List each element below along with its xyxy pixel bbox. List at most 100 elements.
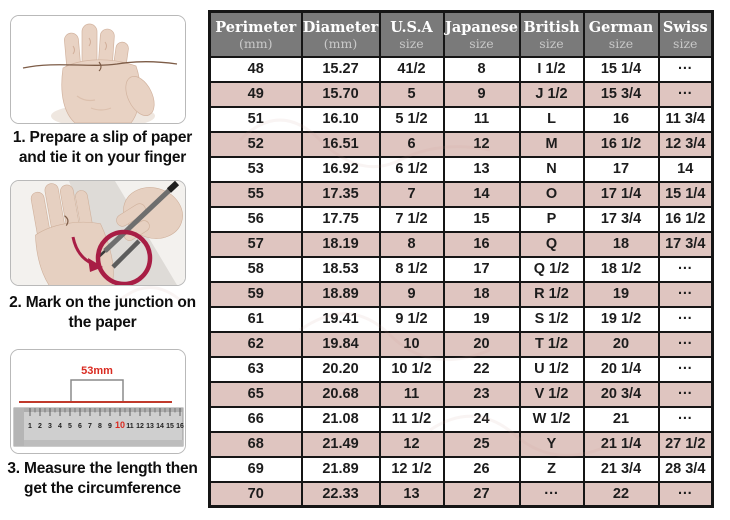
column-header-diameter: Diameter (mm) <box>300 10 381 58</box>
table-cell: 21.89 <box>300 455 381 483</box>
table-cell: 70 <box>208 480 303 508</box>
table-row: 52 16.51 6 12 M 16 1/2 12 3/4 <box>208 130 714 158</box>
table-cell: 61 <box>208 305 303 333</box>
table-cell: ··· <box>657 380 714 408</box>
table-cell: 28 3/4 <box>657 455 714 483</box>
table-cell: 53 <box>208 155 303 183</box>
svg-text:4: 4 <box>58 423 62 430</box>
column-header-usa: U.S.A size <box>378 10 445 58</box>
table-cell: ··· <box>518 480 585 508</box>
table-cell: ··· <box>657 330 714 358</box>
table-row: 51 16.10 5 1/2 11 L 16 11 3/4 <box>208 105 714 133</box>
table-cell: 18.53 <box>300 255 381 283</box>
table-cell: 8 <box>378 230 445 258</box>
table-cell: 22.33 <box>300 480 381 508</box>
measurement-bracket <box>70 379 124 402</box>
table-cell: Q 1/2 <box>518 255 585 283</box>
table-cell: M <box>518 130 585 158</box>
table-cell: 11 <box>442 105 521 133</box>
svg-text:15: 15 <box>166 423 174 430</box>
table-cell: 11 1/2 <box>378 405 445 433</box>
table-cell: 21.08 <box>300 405 381 433</box>
table-cell: 9 <box>378 280 445 308</box>
table-cell: ··· <box>657 280 714 308</box>
table-cell: 21 1/4 <box>582 430 660 458</box>
svg-text:5: 5 <box>68 423 72 430</box>
table-row: 63 20.20 10 1/2 22 U 1/2 20 1/4 ··· <box>208 355 714 383</box>
table-cell: 15.27 <box>300 55 381 83</box>
table-cell: 51 <box>208 105 303 133</box>
table-cell: 22 <box>582 480 660 508</box>
table-row: 62 19.84 10 20 T 1/2 20 ··· <box>208 330 714 358</box>
table-row: 68 21.49 12 25 Y 21 1/4 27 1/2 <box>208 430 714 458</box>
table-cell: 17.35 <box>300 180 381 208</box>
size-chart: Perimeter (mm) Diameter (mm) U.S.A size Japane… <box>208 10 714 508</box>
svg-text:16: 16 <box>176 423 184 430</box>
table-cell: 23 <box>442 380 521 408</box>
table-cell: R 1/2 <box>518 280 585 308</box>
table-cell: 12 3/4 <box>657 130 714 158</box>
table-cell: 21 3/4 <box>582 455 660 483</box>
table-cell: 17 1/4 <box>582 180 660 208</box>
table-cell: 18 1/2 <box>582 255 660 283</box>
table-cell: 52 <box>208 130 303 158</box>
svg-text:14: 14 <box>156 423 164 430</box>
table-cell: 68 <box>208 430 303 458</box>
table-cell: Y <box>518 430 585 458</box>
table-cell: 11 3/4 <box>657 105 714 133</box>
table-cell: 7 1/2 <box>378 205 445 233</box>
svg-text:8: 8 <box>98 423 102 430</box>
table-cell: ··· <box>657 305 714 333</box>
string-line <box>22 61 178 69</box>
table-row: 58 18.53 8 1/2 17 Q 1/2 18 1/2 ··· <box>208 255 714 283</box>
table-cell: 65 <box>208 380 303 408</box>
table-cell: 19 1/2 <box>582 305 660 333</box>
table-cell: 17 3/4 <box>657 230 714 258</box>
table-cell: J 1/2 <box>518 80 585 108</box>
table-cell: O <box>518 180 585 208</box>
table-cell: 14 <box>442 180 521 208</box>
table-cell: 6 1/2 <box>378 155 445 183</box>
ruler-body <box>13 407 184 447</box>
table-cell: L <box>518 105 585 133</box>
table-cell: 9 <box>442 80 521 108</box>
hand-with-string-illustration <box>11 16 185 123</box>
table-cell: 25 <box>442 430 521 458</box>
step-1-caption: 1. Prepare a slip of paper and tie it on… <box>12 129 193 166</box>
table-cell: 19.41 <box>300 305 381 333</box>
table-cell: 48 <box>208 55 303 83</box>
table-cell: 62 <box>208 330 303 358</box>
svg-text:11: 11 <box>126 423 134 430</box>
svg-text:12: 12 <box>136 423 144 430</box>
table-cell: 8 <box>442 55 521 83</box>
table-cell: 16 1/2 <box>582 130 660 158</box>
table-cell: 9 1/2 <box>378 305 445 333</box>
table-cell: Q <box>518 230 585 258</box>
step-1-image <box>10 15 186 124</box>
measure-label: 53mm <box>81 365 113 377</box>
table-row: 53 16.92 6 1/2 13 N 17 14 <box>208 155 714 183</box>
svg-text:13: 13 <box>146 423 154 430</box>
column-header-perimeter: Perimeter (mm) <box>208 10 303 58</box>
table-cell: ··· <box>657 255 714 283</box>
zoomed-pen-tip <box>111 239 141 269</box>
table-cell: 10 <box>378 330 445 358</box>
table-cell: 19 <box>442 305 521 333</box>
table-cell: 27 1/2 <box>657 430 714 458</box>
table-cell: 20.20 <box>300 355 381 383</box>
table-row: 69 21.89 12 1/2 26 Z 21 3/4 28 3/4 <box>208 455 714 483</box>
table-cell: 59 <box>208 280 303 308</box>
ring-size-table: Perimeter (mm) Diameter (mm) U.S.A size Japane… <box>208 10 714 508</box>
table-cell: 8 1/2 <box>378 255 445 283</box>
svg-text:6: 6 <box>78 423 82 430</box>
table-cell: 14 <box>657 155 714 183</box>
table-cell: 20.68 <box>300 380 381 408</box>
step-2-image <box>10 180 186 286</box>
table-row: 61 19.41 9 1/2 19 S 1/2 19 1/2 ··· <box>208 305 714 333</box>
table-cell: 16 <box>582 105 660 133</box>
table-cell: S 1/2 <box>518 305 585 333</box>
red-arrow-head <box>88 258 103 272</box>
ruler-ticks <box>29 408 181 416</box>
left-hand-illustration <box>30 183 114 285</box>
